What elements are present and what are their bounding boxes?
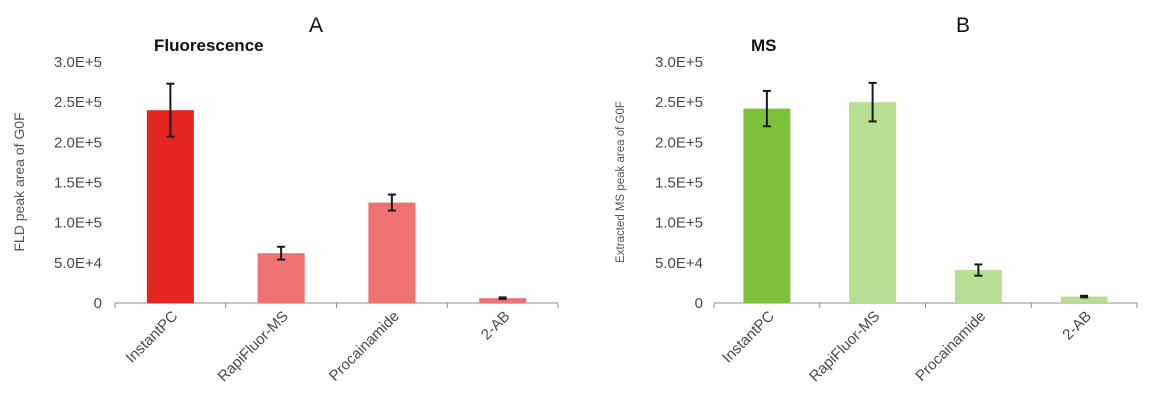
y-axis-label: FLD peak area of G0F — [11, 112, 27, 251]
y-tick-label: 3.0E+5 — [54, 54, 102, 71]
category-label: InstantPC — [123, 308, 182, 367]
x-tick-marks — [114, 303, 559, 308]
category-label: Procainamide — [326, 308, 403, 385]
chart-title: MS — [751, 36, 777, 55]
error-bars — [166, 82, 507, 300]
y-tick-label: 1.0E+5 — [655, 215, 703, 232]
y-tick-label: 0 — [94, 295, 102, 312]
y-tick-label: 1.5E+5 — [655, 175, 703, 192]
bar — [849, 102, 897, 304]
panel-label: B — [956, 14, 970, 37]
x-tick-marks — [713, 303, 1138, 308]
category-label: 2-AB — [1059, 308, 1095, 344]
bars — [146, 110, 527, 303]
y-axis-label: Extracted MS peak area of G0F — [615, 101, 627, 263]
y-tick-labels: 0 5.0E+4 1.0E+5 1.5E+5 2.0E+5 2.5E+5 3.0E+5 — [655, 54, 703, 312]
chart-panel-a: A Fluorescence FLD peak area of G0F 0 5.0… — [11, 14, 559, 386]
y-tick-label: 1.0E+5 — [54, 215, 102, 232]
category-label: Procainamide — [912, 308, 989, 385]
y-tick-label: 0 — [695, 295, 703, 312]
bar — [743, 108, 791, 304]
y-tick-labels: 0 5.0E+4 1.0E+5 1.5E+5 2.0E+5 2.5E+5 3.0E+5 — [54, 54, 102, 312]
bar — [257, 253, 305, 303]
panel-label: A — [309, 14, 323, 37]
error-bars — [762, 81, 1089, 299]
y-tick-label: 5.0E+4 — [655, 255, 703, 272]
bar — [1060, 296, 1108, 303]
bars — [743, 102, 1108, 304]
y-tick-label: 1.5E+5 — [54, 175, 102, 192]
bar — [146, 110, 194, 303]
bar — [479, 298, 527, 303]
y-tick-label: 2.5E+5 — [655, 94, 703, 111]
category-label: RapiFluor-MS — [215, 308, 292, 385]
chart-title: Fluorescence — [154, 36, 264, 55]
y-tick-label: 2.5E+5 — [54, 94, 102, 111]
y-tick-label: 2.0E+5 — [655, 134, 703, 151]
category-label: RapiFluor-MS — [806, 308, 883, 385]
chart-panel-b: B MS Extracted MS peak area of G0F 0 5.0E… — [615, 14, 1138, 386]
category-label: 2-AB — [478, 308, 514, 344]
bar — [368, 202, 416, 303]
category-label: InstantPC — [719, 308, 778, 367]
category-labels: InstantPC RapiFluor-MS Procainamide 2-AB — [123, 308, 514, 386]
y-tick-label: 2.0E+5 — [54, 134, 102, 151]
category-labels: InstantPC RapiFluor-MS Procainamide 2-AB — [719, 308, 1095, 386]
y-tick-label: 5.0E+4 — [54, 255, 102, 272]
y-tick-label: 3.0E+5 — [655, 54, 703, 71]
